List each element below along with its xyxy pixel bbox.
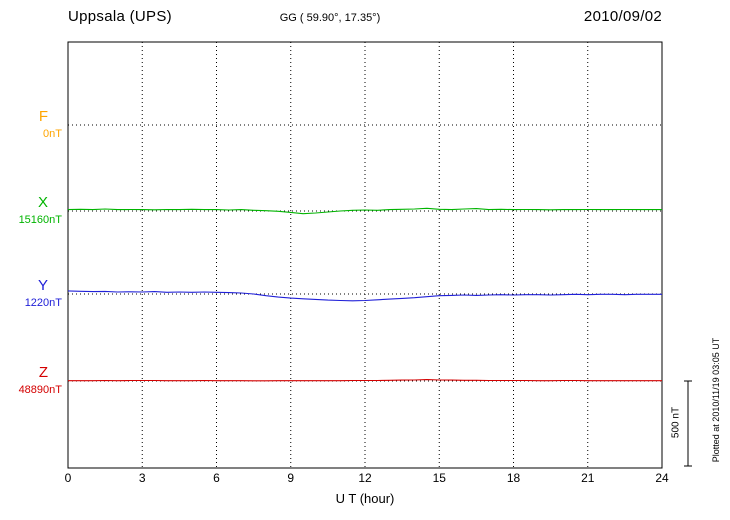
- x-tick-label: 24: [655, 471, 669, 485]
- series-letter-Y: Y: [37, 277, 48, 294]
- trace-X: [67, 207, 662, 215]
- trace-Y: [67, 290, 662, 302]
- series-letter-F: F: [38, 108, 48, 125]
- trace-Z: [68, 379, 662, 382]
- x-tick-label: 15: [432, 471, 446, 485]
- series-baseline-value-Y: 1220nT: [24, 297, 62, 309]
- series-baseline-value-X: 15160nT: [18, 214, 62, 226]
- series-baseline-value-Z: 48890nT: [18, 384, 62, 396]
- x-axis-title: U T (hour): [335, 491, 395, 506]
- x-tick-label: 21: [581, 471, 595, 485]
- date-label: 2010/09/02: [583, 8, 662, 25]
- x-tick-label: 9: [287, 471, 295, 485]
- x-tick-label: 12: [358, 471, 372, 485]
- x-tick-label: 0: [64, 471, 72, 485]
- scale-bar-label: 500 nT: [670, 406, 682, 439]
- coords-label: GG ( 59.90°, 17.35°): [279, 12, 381, 24]
- x-tick-label: 18: [506, 471, 521, 485]
- x-tick-label: 6: [213, 471, 220, 485]
- x-tick-label: 3: [138, 471, 146, 485]
- series-baseline-value-F: 0nT: [43, 128, 62, 140]
- station-title: Uppsala (UPS): [68, 8, 172, 25]
- series-letter-X: X: [37, 194, 48, 211]
- plotted-at-note: Plotted at 2010/11/19 03:05 UT: [711, 337, 721, 463]
- series-letter-Z: Z: [38, 364, 48, 381]
